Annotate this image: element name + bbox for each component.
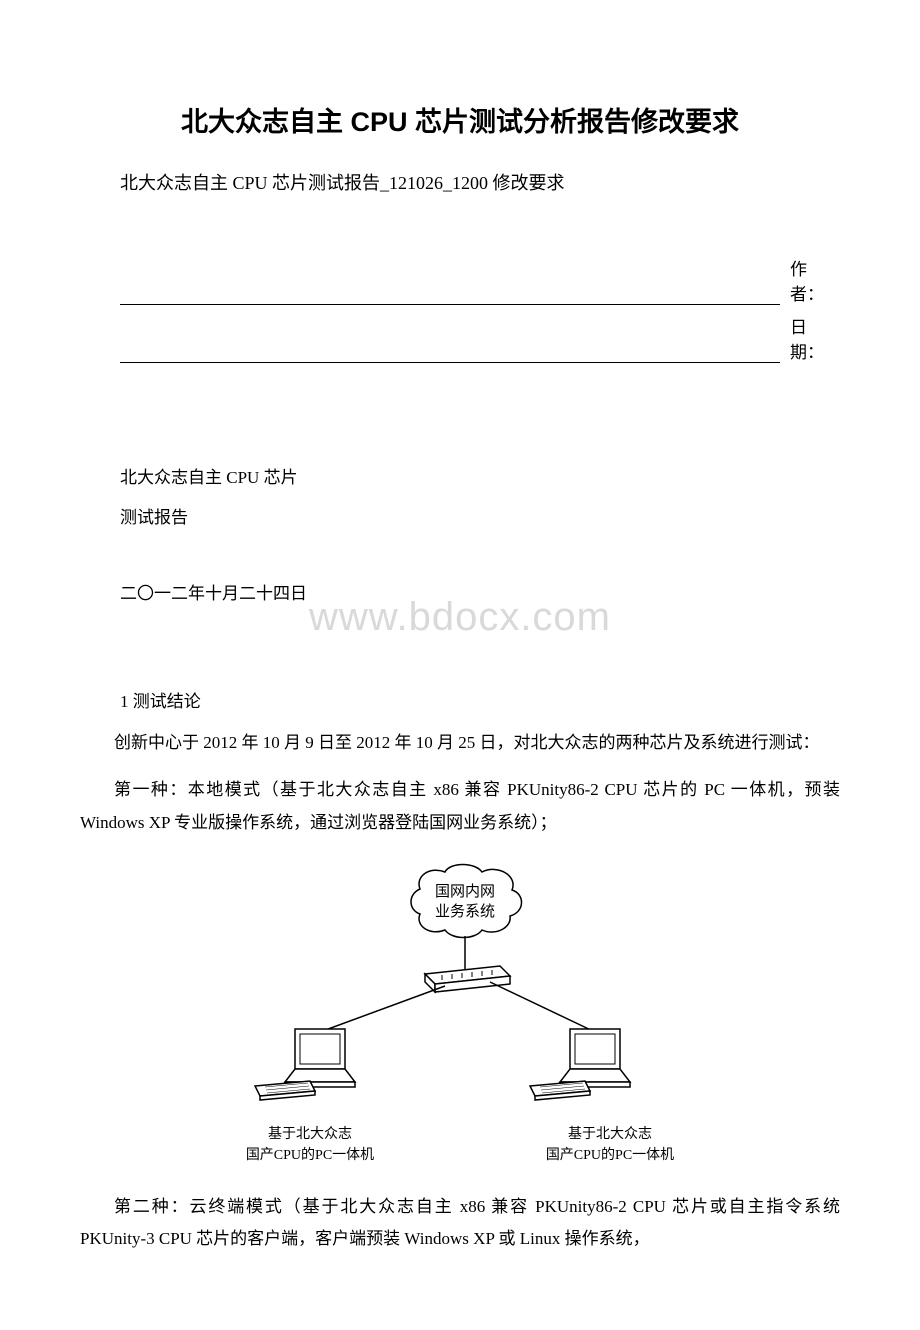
- caption-left-line-1: 基于北大众志: [268, 1127, 352, 1142]
- author-label: 作者：: [780, 255, 840, 305]
- header-line-1: 北大众志自主 CPU 芯片: [120, 461, 840, 495]
- subtitle: 北大众志自主 CPU 芯片测试报告_121026_1200 修改要求: [80, 169, 840, 195]
- section-1-para-2: 第一种：本地模式（基于北大众志自主 x86 兼容 PKUnity86-2 CPU…: [80, 774, 840, 839]
- pc-right-icon: [530, 1029, 630, 1100]
- date-label: 日期：: [780, 313, 840, 363]
- diagram-captions: 基于北大众志 国产CPU的PC一体机 基于北大众志 国产CPU的PC一体机: [220, 1124, 700, 1166]
- date-field: 日期：: [80, 313, 840, 363]
- header-line-2: 测试报告: [120, 501, 840, 535]
- page-title: 北大众志自主 CPU 芯片测试分析报告修改要求: [80, 100, 840, 139]
- switch-to-pc-right-line: [490, 982, 595, 1032]
- caption-left: 基于北大众志 国产CPU的PC一体机: [220, 1124, 400, 1166]
- caption-right-line-2: 国产CPU的PC一体机: [546, 1148, 674, 1163]
- section-1-title: 1 测试结论: [80, 687, 840, 712]
- cloud-shape: 国网内网 业务系统: [411, 864, 522, 937]
- author-line: [120, 287, 780, 305]
- network-diagram: 国网内网 业务系统: [220, 854, 700, 1104]
- cloud-text-1: 国网内网: [435, 883, 495, 900]
- date-line: [120, 345, 780, 363]
- pc-left-icon: [255, 1029, 355, 1100]
- document-page: 北大众志自主 CPU 芯片测试分析报告修改要求 北大众志自主 CPU 芯片测试报…: [0, 0, 920, 1330]
- section-1-para-1: 创新中心于 2012 年 10 月 9 日至 2012 年 10 月 25 日，…: [80, 727, 840, 759]
- author-field: 作者：: [80, 255, 840, 305]
- caption-left-line-2: 国产CPU的PC一体机: [246, 1148, 374, 1163]
- cloud-text-2: 业务系统: [435, 903, 495, 920]
- section-1-para-3: 第二种：云终端模式（基于北大众志自主 x86 兼容 PKUnity86-2 CP…: [80, 1191, 840, 1256]
- header-date: 二〇一二年十月二十四日: [120, 577, 840, 611]
- switch-to-pc-left-line: [320, 986, 445, 1032]
- caption-right-line-1: 基于北大众志: [568, 1127, 652, 1142]
- header-block: 北大众志自主 CPU 芯片 测试报告 二〇一二年十月二十四日: [80, 461, 840, 611]
- caption-right: 基于北大众志 国产CPU的PC一体机: [520, 1124, 700, 1166]
